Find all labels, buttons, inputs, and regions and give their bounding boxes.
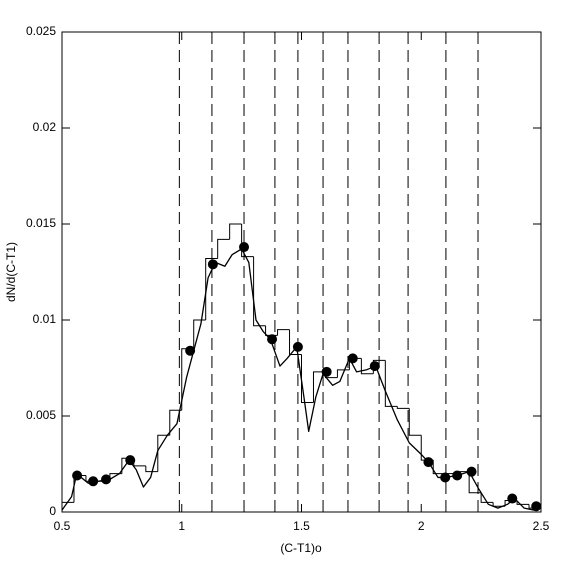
histogram-step (109, 473, 122, 482)
data-point (452, 470, 463, 481)
x-tick-label: 1.5 (293, 519, 310, 533)
x-axis-label: (C-T1)o (280, 541, 322, 555)
histogram-step (432, 460, 446, 475)
data-point (423, 457, 434, 468)
histogram-step (480, 492, 494, 503)
y-tick-label: 0 (49, 504, 56, 518)
x-tick-label: 2.5 (533, 519, 550, 533)
data-point (369, 361, 380, 372)
histogram-step (61, 501, 74, 512)
x-tick-label: 2 (418, 519, 425, 533)
histogram-step (277, 329, 290, 336)
histogram-step (336, 369, 350, 378)
data-point (239, 242, 250, 253)
histogram-step (169, 409, 182, 436)
histogram-step (468, 471, 482, 494)
histogram-step (360, 358, 374, 375)
histogram-step (408, 408, 422, 436)
histogram-step (217, 238, 230, 259)
data-point (125, 455, 136, 466)
data-point (267, 334, 278, 345)
y-tick-label: 0.015 (26, 216, 56, 230)
x-tick-label: 1 (178, 519, 185, 533)
data-point (101, 474, 112, 485)
y-tick-label: 0.005 (26, 408, 56, 422)
histogram-step (133, 458, 146, 467)
histogram-step (384, 360, 398, 407)
histogram-step (396, 406, 410, 409)
data-point (207, 259, 218, 270)
plot-frame (61, 31, 542, 513)
histogram-step (253, 256, 266, 327)
data-point (321, 366, 332, 377)
histogram-step (301, 354, 314, 404)
data-point (292, 341, 303, 352)
histogram-step (229, 223, 242, 240)
data-point (507, 493, 518, 504)
data-point (347, 353, 358, 364)
histogram-step (241, 224, 254, 258)
histogram-step (265, 325, 278, 336)
data-point (440, 472, 451, 483)
y-tick-label: 0.025 (26, 24, 56, 38)
histogram-step (145, 465, 158, 473)
y-tick-label: 0.02 (33, 120, 57, 134)
histogram-step (157, 434, 170, 472)
histogram-step (312, 371, 326, 403)
data-point (466, 466, 477, 477)
x-tick-label: 0.5 (54, 519, 71, 533)
data-point (72, 470, 83, 481)
y-tick-label: 0.01 (33, 312, 57, 326)
data-point (88, 476, 99, 487)
data-point (185, 345, 196, 356)
data-point (531, 501, 542, 512)
histogram-step (205, 258, 218, 320)
y-axis-label: dN/d(C-T1) (4, 242, 18, 302)
